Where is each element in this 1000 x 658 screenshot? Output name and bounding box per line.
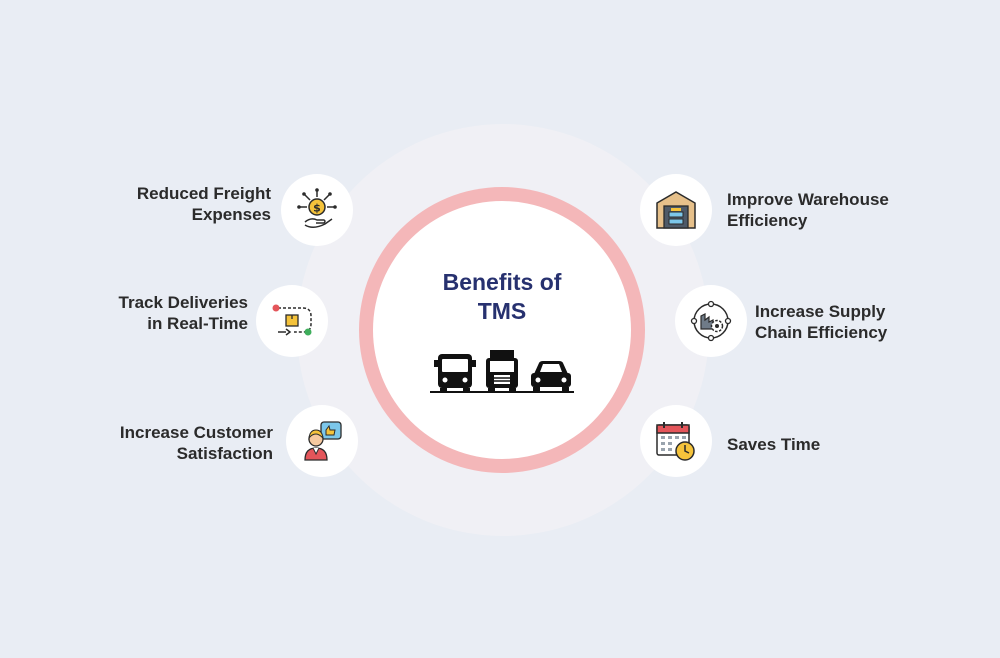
benefit-label-reduced-freight: Reduced Freight Expenses	[136, 184, 271, 224]
car-icon	[531, 361, 571, 392]
benefit-label-customer-satisfaction: Increase Customer Satisfaction	[119, 423, 273, 463]
delivery-route-icon	[272, 304, 312, 336]
benefit-node-customer-satisfaction	[286, 405, 358, 477]
diagram-title: Benefits of TMS	[373, 268, 631, 326]
benefit-node-track-deliveries	[256, 285, 328, 357]
benefit-node-saves-time	[640, 405, 712, 477]
benefit-label-saves-time: Saves Time	[727, 435, 821, 454]
truck-icon	[486, 350, 518, 392]
vehicles-illustration	[430, 350, 574, 393]
customer-thumbs-up-icon	[304, 421, 342, 461]
supply-chain-gear-icon	[690, 300, 732, 342]
benefit-node-supply-chain	[675, 285, 747, 357]
title-line-1: Benefits of	[442, 269, 562, 295]
center-circle	[373, 201, 631, 459]
calendar-clock-icon	[656, 422, 695, 461]
svg-text:$: $	[313, 202, 321, 215]
title-line-2: TMS	[477, 298, 527, 324]
money-distribution-icon: $	[297, 188, 337, 228]
warehouse-icon	[656, 191, 696, 229]
benefit-label-supply-chain: Increase Supply Chain Efficiency	[755, 302, 888, 342]
bus-icon	[434, 354, 476, 392]
benefit-node-reduced-freight: $	[281, 174, 353, 246]
benefit-label-track-deliveries: Track Deliveries in Real-Time	[118, 293, 248, 333]
benefit-node-warehouse	[640, 174, 712, 246]
benefit-label-warehouse: Improve Warehouse Efficiency	[727, 190, 889, 230]
